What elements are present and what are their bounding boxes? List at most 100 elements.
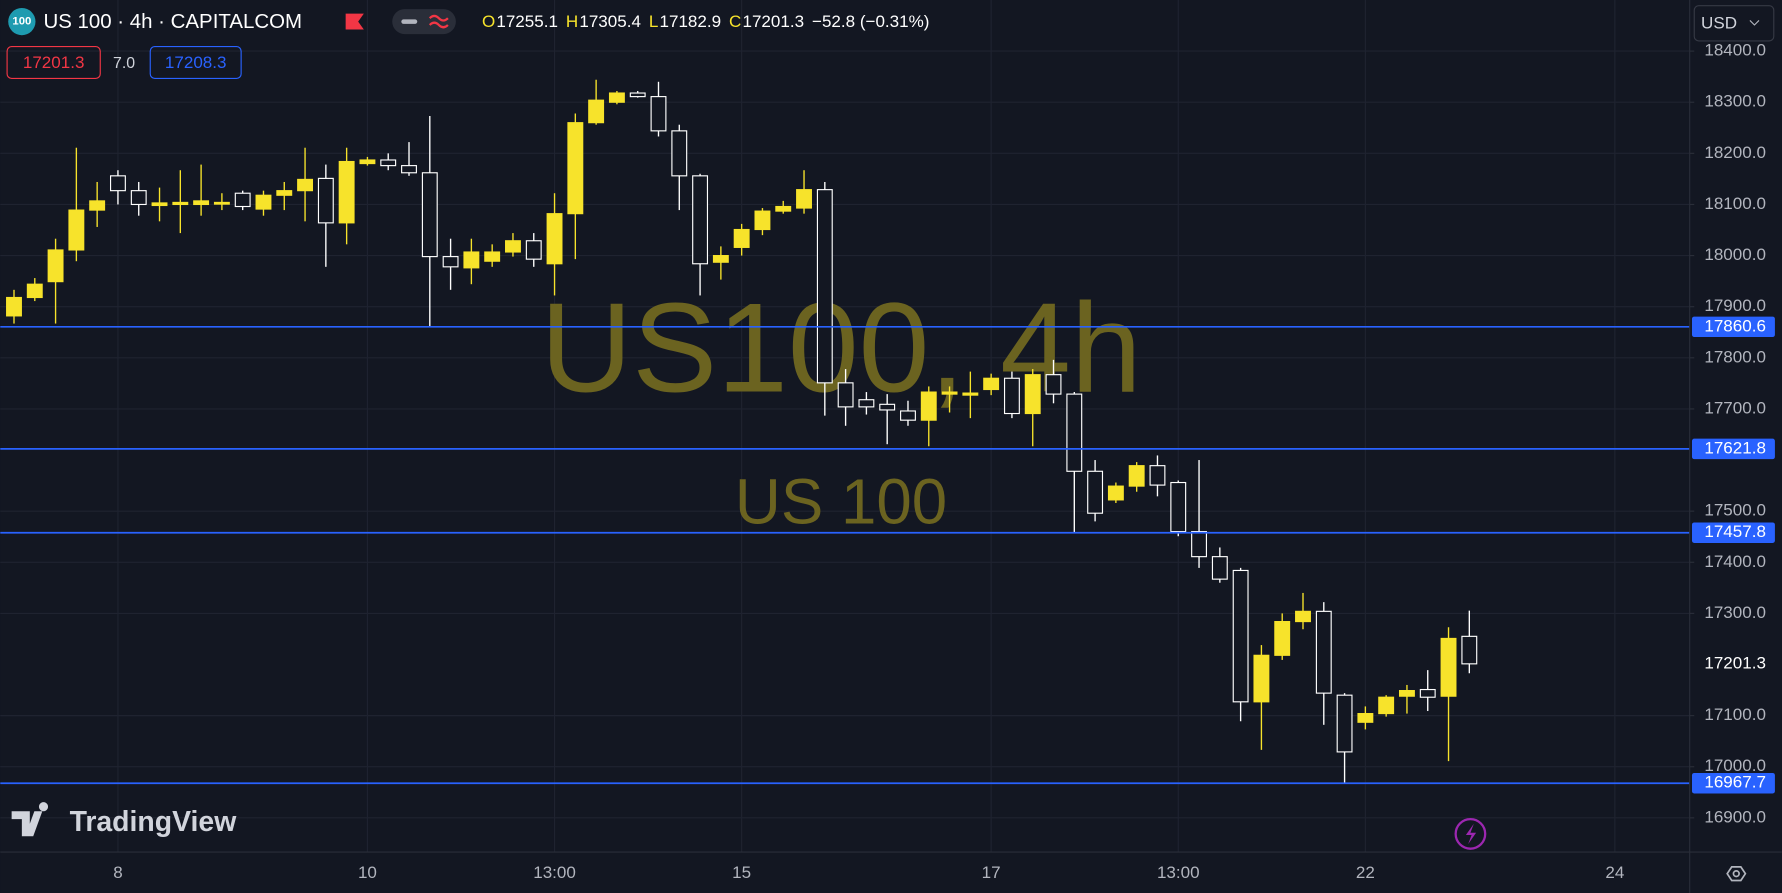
x-tick-label: 8 bbox=[113, 863, 122, 882]
brand[interactable]: TradingView bbox=[70, 806, 238, 838]
candle-body bbox=[567, 122, 584, 215]
price-lines bbox=[0, 325, 1690, 785]
candle-body bbox=[983, 377, 1000, 391]
status-pill[interactable] bbox=[392, 9, 456, 35]
y-tick-label: 17300.0 bbox=[1704, 603, 1766, 622]
candle-body bbox=[1336, 694, 1353, 753]
symbol-badge bbox=[8, 7, 36, 36]
candle-body bbox=[1107, 485, 1124, 501]
candle-body bbox=[380, 159, 397, 167]
last-price-label: 17201.3 bbox=[1704, 653, 1766, 672]
price-line-label-box bbox=[1691, 316, 1775, 338]
candle-body bbox=[89, 200, 106, 211]
candle-body bbox=[629, 92, 646, 98]
lightning-button[interactable] bbox=[1454, 818, 1487, 850]
dropdown-icon bbox=[1749, 20, 1760, 26]
candle-body bbox=[1170, 481, 1187, 533]
candle-body bbox=[816, 189, 833, 384]
y-tick-label: 17500.0 bbox=[1704, 501, 1766, 520]
candle-body bbox=[525, 240, 542, 260]
candle-body bbox=[1066, 393, 1083, 472]
ohlc-value: 17255.1 bbox=[496, 12, 558, 31]
candle-body bbox=[484, 251, 501, 262]
candle-body bbox=[733, 228, 750, 248]
axes: 16900.0 17000.0 17100.0 17300.0 17400.0 17500… bbox=[113, 41, 1775, 882]
candle-body bbox=[68, 209, 85, 251]
candle-body bbox=[941, 391, 958, 395]
candle-body bbox=[1149, 465, 1166, 486]
price-line-label: 17621.8 bbox=[1704, 438, 1766, 457]
candle-body bbox=[1315, 610, 1332, 694]
candle-body bbox=[671, 130, 688, 177]
candle-body bbox=[338, 160, 355, 224]
buy-button[interactable] bbox=[149, 46, 242, 79]
y-tick-label: 17900.0 bbox=[1704, 296, 1766, 315]
candles bbox=[6, 79, 1478, 784]
ohlc-key: C bbox=[729, 12, 741, 31]
watermark-subtitle: US 100 bbox=[735, 467, 947, 538]
price-line-label-box bbox=[1691, 773, 1775, 794]
y-tick-label: 17800.0 bbox=[1704, 347, 1766, 366]
y-tick-label: 18200.0 bbox=[1704, 143, 1766, 162]
candle-body bbox=[1045, 374, 1062, 395]
candle-body bbox=[1274, 620, 1291, 656]
candle-body bbox=[234, 192, 251, 208]
ohlc-key: L bbox=[649, 12, 658, 31]
x-tick-label: 15 bbox=[732, 863, 751, 882]
symbol-title[interactable]: US 100 · 4h · CAPITALCOM bbox=[43, 10, 302, 33]
candle-body bbox=[193, 200, 210, 206]
candle-body bbox=[109, 175, 126, 192]
candle-body bbox=[276, 190, 293, 196]
candle-body bbox=[1232, 569, 1249, 703]
lightning-icon bbox=[1465, 823, 1477, 845]
candle-body bbox=[1003, 377, 1020, 415]
candle-body bbox=[1461, 635, 1478, 665]
candle-body bbox=[47, 249, 64, 283]
x-tick-label: 17 bbox=[982, 863, 1001, 882]
ohlc-legend: O 17255.1 H 17305.4 L 17182.9 C 17201.3 bbox=[482, 12, 804, 31]
candle-body bbox=[359, 159, 376, 165]
y-tick-label: 17100.0 bbox=[1704, 705, 1766, 724]
candle-body bbox=[754, 210, 771, 231]
candle-body bbox=[421, 172, 438, 258]
candle-body bbox=[6, 296, 22, 317]
candle-body bbox=[1378, 696, 1395, 715]
ohlc-key: H bbox=[566, 12, 578, 31]
price-line-label: 16967.7 bbox=[1704, 773, 1766, 792]
sell-button[interactable] bbox=[6, 46, 101, 79]
y-tick-label: 18400.0 bbox=[1704, 41, 1766, 60]
candle-body bbox=[1253, 654, 1270, 703]
candle-body bbox=[255, 194, 272, 210]
flag-icon[interactable] bbox=[345, 13, 364, 30]
candle-body bbox=[546, 213, 563, 265]
x-tick-label: 13:00 bbox=[533, 863, 576, 882]
candle-body bbox=[858, 399, 875, 408]
price-line-label: 17860.6 bbox=[1704, 316, 1766, 335]
currency[interactable]: USD bbox=[1701, 13, 1737, 32]
candle-body bbox=[172, 201, 189, 206]
currency-button[interactable] bbox=[1693, 5, 1775, 42]
x-tick-label: 24 bbox=[1605, 863, 1624, 882]
x-tick-label: 22 bbox=[1356, 863, 1375, 882]
candle-body bbox=[962, 392, 979, 396]
y-tick-label: 18000.0 bbox=[1704, 245, 1766, 264]
buy-price[interactable]: 17208.3 bbox=[165, 53, 227, 72]
candle-body bbox=[1440, 637, 1457, 697]
y-tick-label: 18100.0 bbox=[1704, 194, 1766, 213]
candle-body bbox=[1295, 610, 1311, 623]
ohlc-key: O bbox=[482, 12, 495, 31]
x-tick-label: 10 bbox=[358, 863, 377, 882]
y-tick-label: 17000.0 bbox=[1704, 756, 1766, 775]
candle-body bbox=[1191, 531, 1208, 558]
candle-body bbox=[775, 205, 792, 212]
symbol-badge-text: 100 bbox=[12, 16, 31, 28]
ohlc-value: 17201.3 bbox=[742, 12, 804, 31]
candle-body bbox=[26, 283, 43, 299]
grid bbox=[0, 0, 1690, 853]
settings-button[interactable] bbox=[1726, 866, 1747, 882]
price-line-label-box bbox=[1691, 438, 1775, 460]
candle-body bbox=[608, 92, 625, 103]
candle-body bbox=[837, 382, 854, 408]
sell-price[interactable]: 17201.3 bbox=[23, 53, 85, 72]
